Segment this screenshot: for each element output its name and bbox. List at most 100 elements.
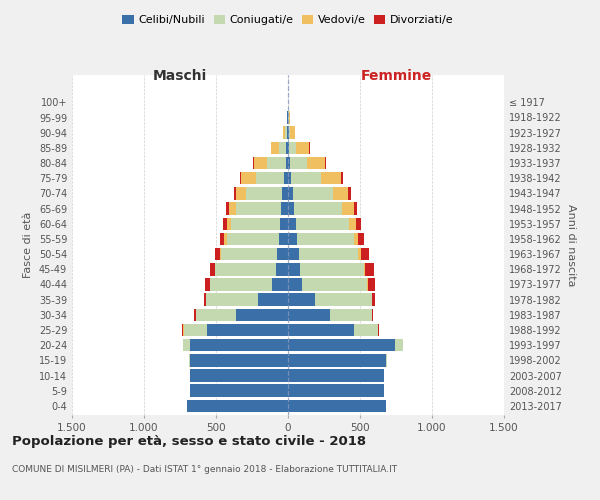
Bar [210,263,215,276]
Bar [210,278,272,290]
Bar [278,232,288,245]
Bar [349,218,356,230]
Bar [229,202,236,215]
Bar [205,278,209,290]
Bar [288,339,395,351]
Bar [288,232,298,245]
Bar [371,308,373,321]
Bar [196,308,236,321]
Bar [227,232,278,245]
Bar [296,142,309,154]
Bar [353,232,358,245]
Bar [288,294,316,306]
Bar [316,294,371,306]
Bar [356,218,361,230]
Bar [309,142,310,154]
Bar [215,263,276,276]
Bar [371,294,372,306]
Bar [240,172,241,184]
Bar [288,308,330,321]
Bar [272,278,288,290]
Bar [289,126,290,139]
Text: Femmine: Femmine [361,68,431,82]
Bar [187,400,288,412]
Bar [226,202,229,215]
Bar [286,157,288,170]
Bar [253,157,254,170]
Bar [395,339,403,351]
Bar [258,294,288,306]
Bar [234,187,236,200]
Bar [231,218,280,230]
Bar [190,339,288,351]
Bar [285,126,287,139]
Bar [190,370,288,382]
Bar [290,157,307,170]
Bar [368,278,375,290]
Bar [184,324,208,336]
Bar [209,278,210,290]
Bar [300,263,364,276]
Bar [334,187,348,200]
Text: Popolazione per età, sesso e stato civile - 2018: Popolazione per età, sesso e stato civil… [12,435,366,448]
Bar [365,263,374,276]
Bar [354,324,378,336]
Bar [241,172,256,184]
Bar [298,232,353,245]
Bar [208,324,288,336]
Bar [236,202,281,215]
Bar [288,142,289,154]
Bar [288,157,290,170]
Bar [183,339,190,351]
Legend: Celibi/Nubili, Coniugati/e, Vedovi/e, Divorziati/e: Celibi/Nubili, Coniugati/e, Vedovi/e, Di… [118,10,458,30]
Bar [190,354,288,366]
Bar [299,248,358,260]
Bar [227,218,231,230]
Bar [286,142,288,154]
Bar [372,294,375,306]
Bar [288,126,289,139]
Bar [256,172,284,184]
Bar [288,278,302,290]
Bar [206,294,258,306]
Bar [182,324,183,336]
Bar [236,187,245,200]
Bar [353,202,357,215]
Bar [223,218,227,230]
Bar [281,202,288,215]
Bar [271,142,279,154]
Bar [386,354,388,366]
Bar [288,248,299,260]
Bar [288,263,300,276]
Bar [288,324,354,336]
Bar [282,187,288,200]
Bar [287,126,288,139]
Bar [288,202,295,215]
Bar [330,308,371,321]
Text: Maschi: Maschi [153,68,207,82]
Bar [378,324,379,336]
Bar [288,400,386,412]
Bar [289,112,290,124]
Bar [220,248,221,260]
Bar [289,142,296,154]
Bar [364,263,365,276]
Bar [291,172,321,184]
Bar [367,278,368,290]
Bar [293,187,334,200]
Bar [277,248,288,260]
Bar [215,248,220,260]
Text: COMUNE DI MISILMERI (PA) - Dati ISTAT 1° gennaio 2018 - Elaborazione TUTTITALIA.: COMUNE DI MISILMERI (PA) - Dati ISTAT 1°… [12,465,397,474]
Bar [288,187,293,200]
Bar [290,126,295,139]
Bar [361,248,368,260]
Bar [302,278,367,290]
Bar [283,126,285,139]
Bar [280,218,288,230]
Bar [358,232,364,245]
Bar [284,172,288,184]
Bar [358,248,361,260]
Bar [245,187,282,200]
Bar [221,248,277,260]
Bar [288,354,386,366]
